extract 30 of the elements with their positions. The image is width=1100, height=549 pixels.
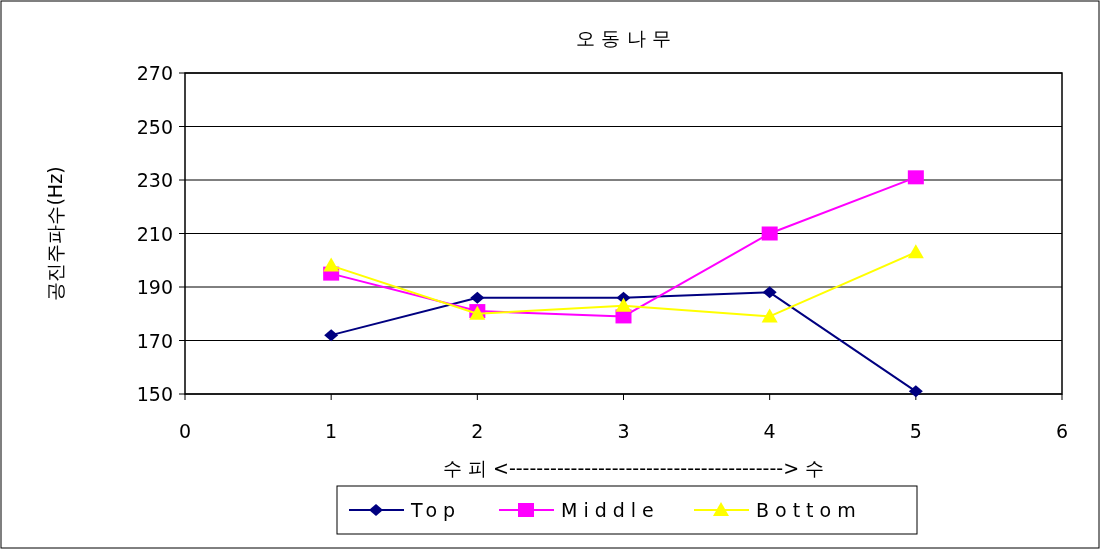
point: [615, 297, 632, 312]
point: [761, 226, 778, 241]
y-tick-label: 170: [136, 329, 173, 352]
y-tick-label: 250: [136, 115, 173, 138]
x-tick-label: 4: [763, 420, 776, 442]
legend-label: Top: [410, 499, 462, 521]
point: [761, 308, 778, 323]
x-tick-label: 6: [1055, 420, 1069, 442]
legend-label: Bottom: [756, 499, 862, 521]
x-tick-label: 1: [325, 420, 338, 442]
point: [323, 257, 340, 272]
x-axis-title: 수 피 <----------------------------------------> 수: [442, 457, 825, 479]
point: [908, 385, 923, 398]
point: [907, 244, 924, 259]
point: [470, 291, 485, 304]
y-tick-label: 190: [136, 276, 173, 298]
y-axis-title: 공진주파수(Hz): [44, 166, 66, 301]
y-tick-label: 270: [136, 62, 173, 84]
x-tick-label: 3: [617, 420, 630, 442]
chart-title: 오 동 나 무: [576, 27, 671, 49]
x-tick-label: 5: [909, 420, 922, 442]
y-tick-label: 210: [136, 222, 173, 245]
x-tick-label: 2: [471, 420, 484, 442]
point: [762, 286, 777, 299]
y-tick-label: 230: [136, 169, 173, 191]
point: [907, 170, 924, 185]
y-tick-label: 150: [136, 383, 173, 405]
legend-label: Middle: [561, 499, 660, 521]
point: [324, 329, 339, 342]
x-tick-label: 0: [178, 420, 192, 442]
